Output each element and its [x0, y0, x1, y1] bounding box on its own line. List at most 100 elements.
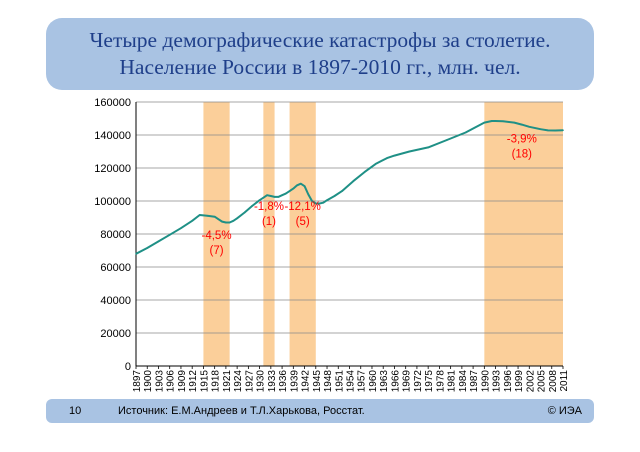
x-tick-label: 1963	[379, 370, 390, 393]
data-point	[146, 247, 148, 249]
data-point	[394, 155, 396, 157]
data-point	[491, 120, 493, 122]
data-point	[304, 185, 306, 187]
data-point	[244, 212, 246, 214]
x-tick-label: 1927	[244, 370, 255, 393]
x-tick-label: 1987	[469, 370, 480, 393]
data-point	[293, 188, 295, 190]
data-point	[409, 151, 411, 153]
x-tick-label: 2008	[548, 370, 559, 393]
data-point	[221, 221, 223, 223]
data-point	[229, 222, 231, 224]
decline-annotation: -12,1%	[284, 201, 320, 213]
x-tick-label: 1990	[480, 370, 491, 393]
decline-annotation: (7)	[209, 245, 223, 257]
data-point	[521, 124, 523, 126]
x-tick-label: 1918	[211, 370, 222, 393]
data-point	[341, 190, 343, 192]
x-tick-label: 1954	[346, 370, 357, 393]
x-tick-label: 1903	[154, 370, 165, 393]
data-point	[158, 241, 160, 243]
x-tick-label: 1969	[402, 370, 413, 393]
x-tick-label: 1984	[458, 370, 469, 393]
y-tick-label: 60000	[100, 262, 131, 274]
decline-annotation: (18)	[512, 148, 533, 160]
decline-annotation: (1)	[262, 216, 276, 228]
data-point	[352, 180, 354, 182]
y-tick-label: 20000	[100, 328, 131, 340]
data-point	[233, 220, 235, 222]
data-point	[251, 205, 253, 207]
data-point	[218, 218, 220, 220]
data-point	[191, 220, 193, 222]
title-banner: Четыре демографические катастрофы за сто…	[46, 18, 594, 90]
x-tick-label: 1933	[267, 370, 278, 393]
data-point	[199, 214, 201, 216]
x-tick-label: 1897	[132, 370, 143, 393]
data-point	[278, 196, 280, 198]
data-point	[266, 194, 268, 196]
data-point	[206, 215, 208, 217]
data-point	[495, 120, 497, 122]
data-point	[540, 128, 542, 130]
x-tick-label: 1978	[435, 370, 446, 393]
x-tick-label: 1930	[256, 370, 267, 393]
chart-title-line1: Четыре демографические катастрофы за сто…	[89, 27, 550, 54]
x-tick-label: 1936	[278, 370, 289, 393]
x-tick-label: 1909	[177, 370, 188, 393]
x-tick-label: 1924	[233, 370, 244, 393]
data-point	[214, 216, 216, 218]
decline-annotation: (5)	[296, 216, 310, 228]
y-tick-label: 160000	[94, 97, 131, 109]
data-point	[484, 122, 486, 124]
chart-svg: 0 20000 40000 60000 80000 100000 120000 140000 1…	[76, 94, 574, 394]
data-point	[281, 194, 283, 196]
y-tick-label: 120000	[94, 163, 131, 175]
x-tick-label: 1981	[447, 370, 458, 393]
data-point	[307, 194, 309, 196]
data-point	[386, 157, 388, 159]
x-tick-label: 1960	[368, 370, 379, 393]
x-tick-label: 1915	[199, 370, 210, 393]
x-tick-label: 1999	[514, 370, 525, 393]
x-tick-label: 1939	[289, 370, 300, 393]
x-tick-label: 1951	[334, 370, 345, 393]
x-tick-label: 1921	[222, 370, 233, 393]
slide-number: 10	[69, 405, 81, 417]
x-tick-label: 1993	[492, 370, 503, 393]
x-tick-label: 1972	[413, 370, 424, 393]
x-tick-label: 1912	[188, 370, 199, 393]
data-point	[263, 197, 265, 199]
y-tick-label: 0	[125, 361, 131, 373]
y-tick-label: 140000	[94, 130, 131, 142]
x-tick-label: 1996	[503, 370, 514, 393]
data-point	[555, 130, 557, 132]
chart-title-line2: Население России в 1897-2010 гг., млн. ч…	[119, 54, 520, 81]
data-point	[236, 218, 238, 220]
x-tick-label: 2005	[537, 370, 548, 393]
x-tick-label: 1975	[424, 370, 435, 393]
data-point	[135, 253, 137, 255]
data-point	[562, 129, 564, 131]
copyright-text: © ИЭА	[548, 405, 582, 417]
data-point	[285, 193, 287, 195]
data-point	[300, 183, 302, 185]
data-point	[289, 190, 291, 192]
data-point	[225, 222, 227, 224]
data-point	[547, 130, 549, 132]
data-point	[528, 126, 530, 128]
data-point	[375, 163, 377, 165]
source-text: Источник: Е.М.Андреев и Т.Л.Харькова, Ро…	[118, 405, 365, 417]
data-point	[465, 132, 467, 134]
population-chart: 0 20000 40000 60000 80000 100000 120000 140000 1…	[76, 94, 574, 394]
data-point	[296, 185, 298, 187]
x-tick-label: 2011	[559, 370, 570, 392]
x-tick-label: 1942	[301, 370, 312, 393]
data-point	[322, 202, 324, 204]
data-point	[180, 227, 182, 229]
data-point	[502, 121, 504, 123]
data-point	[514, 122, 516, 124]
footer-bar: 10 Источник: Е.М.Андреев и Т.Л.Харькова,…	[46, 399, 594, 423]
data-point	[364, 171, 366, 173]
decline-annotation: -4,5%	[202, 230, 232, 242]
